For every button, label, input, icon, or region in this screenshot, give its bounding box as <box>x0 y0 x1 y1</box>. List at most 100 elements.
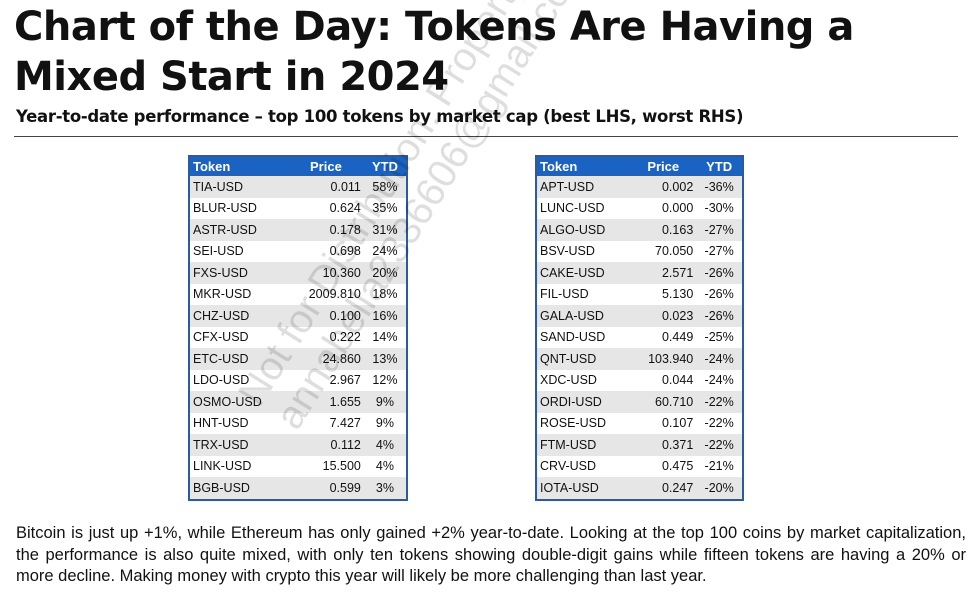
price-cell: 24.860 <box>322 351 361 366</box>
price-cell: 0.178 <box>329 222 361 237</box>
ytd-cell: -36% <box>704 179 734 194</box>
ytd-cell: 31% <box>372 222 398 237</box>
header-token: Token <box>536 156 631 176</box>
token-cell: XDC-USD <box>540 373 597 388</box>
ytd-cell: 4% <box>375 437 394 452</box>
price-cell: 0.163 <box>661 222 694 237</box>
table-row: BSV-USD 70.050 -27% <box>536 241 743 263</box>
price-cell: 0.247 <box>661 480 694 495</box>
ytd-cell: -22% <box>704 394 734 409</box>
token-cell: BLUR-USD <box>193 201 257 216</box>
price-cell: 0.011 <box>330 179 361 194</box>
ytd-cell: 58% <box>372 179 398 194</box>
header-ytd: YTD <box>363 156 407 176</box>
price-cell: 0.222 <box>329 330 361 345</box>
token-cell: LUNC-USD <box>540 201 605 216</box>
price-cell: 1.655 <box>329 394 361 409</box>
ytd-cell: 16% <box>372 308 398 323</box>
price-cell: 0.624 <box>329 201 361 216</box>
price-cell: 0.044 <box>661 373 694 388</box>
table-row: QNT-USD 103.940 -24% <box>536 348 743 370</box>
token-cell: BSV-USD <box>540 244 595 259</box>
price-cell: 15.500 <box>322 459 361 474</box>
token-cell: BGB-USD <box>193 480 250 495</box>
ytd-cell: -20% <box>704 480 734 495</box>
ytd-cell: -26% <box>704 265 734 280</box>
token-cell: LINK-USD <box>193 459 252 474</box>
worst-performers-table: Token Price YTD APT-USD 0.002 -36% LUNC-USD… <box>535 155 744 501</box>
price-cell: 2.967 <box>329 373 361 388</box>
table-row: ASTR-USD 0.178 31% <box>189 219 407 241</box>
ytd-cell: -25% <box>704 330 734 345</box>
ytd-cell: 12% <box>372 373 398 388</box>
ytd-cell: 24% <box>372 244 398 259</box>
table-row: FIL-USD 5.130 -26% <box>536 284 743 306</box>
price-cell: 10.360 <box>322 265 361 280</box>
ytd-cell: -24% <box>704 373 734 388</box>
ytd-cell: 35% <box>372 201 398 216</box>
ytd-cell: -26% <box>704 308 734 323</box>
ytd-cell: -30% <box>704 201 734 216</box>
table-row: TIA-USD 0.011 58% <box>189 176 407 198</box>
table-row: GALA-USD 0.023 -26% <box>536 305 743 327</box>
table-row: HNT-USD 7.427 9% <box>189 413 407 435</box>
table-row: CRV-USD 0.475 -21% <box>536 456 743 478</box>
ytd-cell: 14% <box>372 330 398 345</box>
header-price: Price <box>287 156 364 176</box>
token-cell: TIA-USD <box>193 179 243 194</box>
price-cell: 70.050 <box>655 244 694 259</box>
ytd-cell: 3% <box>375 480 394 495</box>
best-performers-table: Token Price YTD TIA-USD 0.011 58% BLUR-USD 0… <box>188 155 408 501</box>
table-row: ALGO-USD 0.163 -27% <box>536 219 743 241</box>
price-cell: 60.710 <box>655 394 694 409</box>
token-cell: SAND-USD <box>540 330 606 345</box>
price-cell: 0.002 <box>661 179 694 194</box>
price-cell: 7.427 <box>329 416 361 431</box>
token-cell: CAKE-USD <box>540 265 605 280</box>
table-row: LINK-USD 15.500 4% <box>189 456 407 478</box>
token-cell: TRX-USD <box>193 437 249 452</box>
table-row: TRX-USD 0.112 4% <box>189 434 407 456</box>
ytd-cell: 18% <box>372 287 398 302</box>
table-row: CFX-USD 0.222 14% <box>189 327 407 349</box>
ytd-cell: -27% <box>704 222 734 237</box>
token-cell: ROSE-USD <box>540 416 606 431</box>
price-cell: 0.698 <box>329 244 361 259</box>
table-row: SAND-USD 0.449 -25% <box>536 327 743 349</box>
price-cell: 2009.810 <box>308 287 361 302</box>
divider <box>14 136 958 137</box>
token-cell: ETC-USD <box>193 351 249 366</box>
header-price: Price <box>630 156 697 176</box>
token-cell: SEI-USD <box>193 244 244 259</box>
table-row: SEI-USD 0.698 24% <box>189 241 407 263</box>
price-cell: 0.112 <box>330 437 361 452</box>
token-cell: ALGO-USD <box>540 222 606 237</box>
ytd-cell: 9% <box>375 416 394 431</box>
table-row: APT-USD 0.002 -36% <box>536 176 743 198</box>
token-cell: HNT-USD <box>193 416 249 431</box>
ytd-cell: -26% <box>704 287 734 302</box>
price-cell: 0.599 <box>329 480 361 495</box>
ytd-cell: -21% <box>704 459 734 474</box>
price-cell: 0.475 <box>661 459 694 474</box>
price-cell: 0.107 <box>661 416 694 431</box>
token-cell: FTM-USD <box>540 437 597 452</box>
price-cell: 0.371 <box>661 437 694 452</box>
ytd-cell: -22% <box>704 416 734 431</box>
table-row: CAKE-USD 2.571 -26% <box>536 262 743 284</box>
table-row: IOTA-USD 0.247 -20% <box>536 477 743 500</box>
token-cell: IOTA-USD <box>540 480 599 495</box>
price-cell: 0.100 <box>329 308 361 323</box>
token-cell: FXS-USD <box>193 265 248 280</box>
token-cell: LDO-USD <box>193 373 250 388</box>
price-cell: 0.449 <box>661 330 694 345</box>
token-cell: CRV-USD <box>540 459 597 474</box>
table-row: ORDI-USD 60.710 -22% <box>536 391 743 413</box>
token-cell: APT-USD <box>540 179 595 194</box>
table-row: FTM-USD 0.371 -22% <box>536 434 743 456</box>
page-title: Chart of the Day: Tokens Are Having a Mi… <box>14 4 854 100</box>
ytd-cell: 20% <box>372 265 398 280</box>
token-cell: QNT-USD <box>540 351 597 366</box>
price-cell: 2.571 <box>661 265 694 280</box>
chart-subtitle: Year-to-date performance – top 100 token… <box>16 107 744 126</box>
